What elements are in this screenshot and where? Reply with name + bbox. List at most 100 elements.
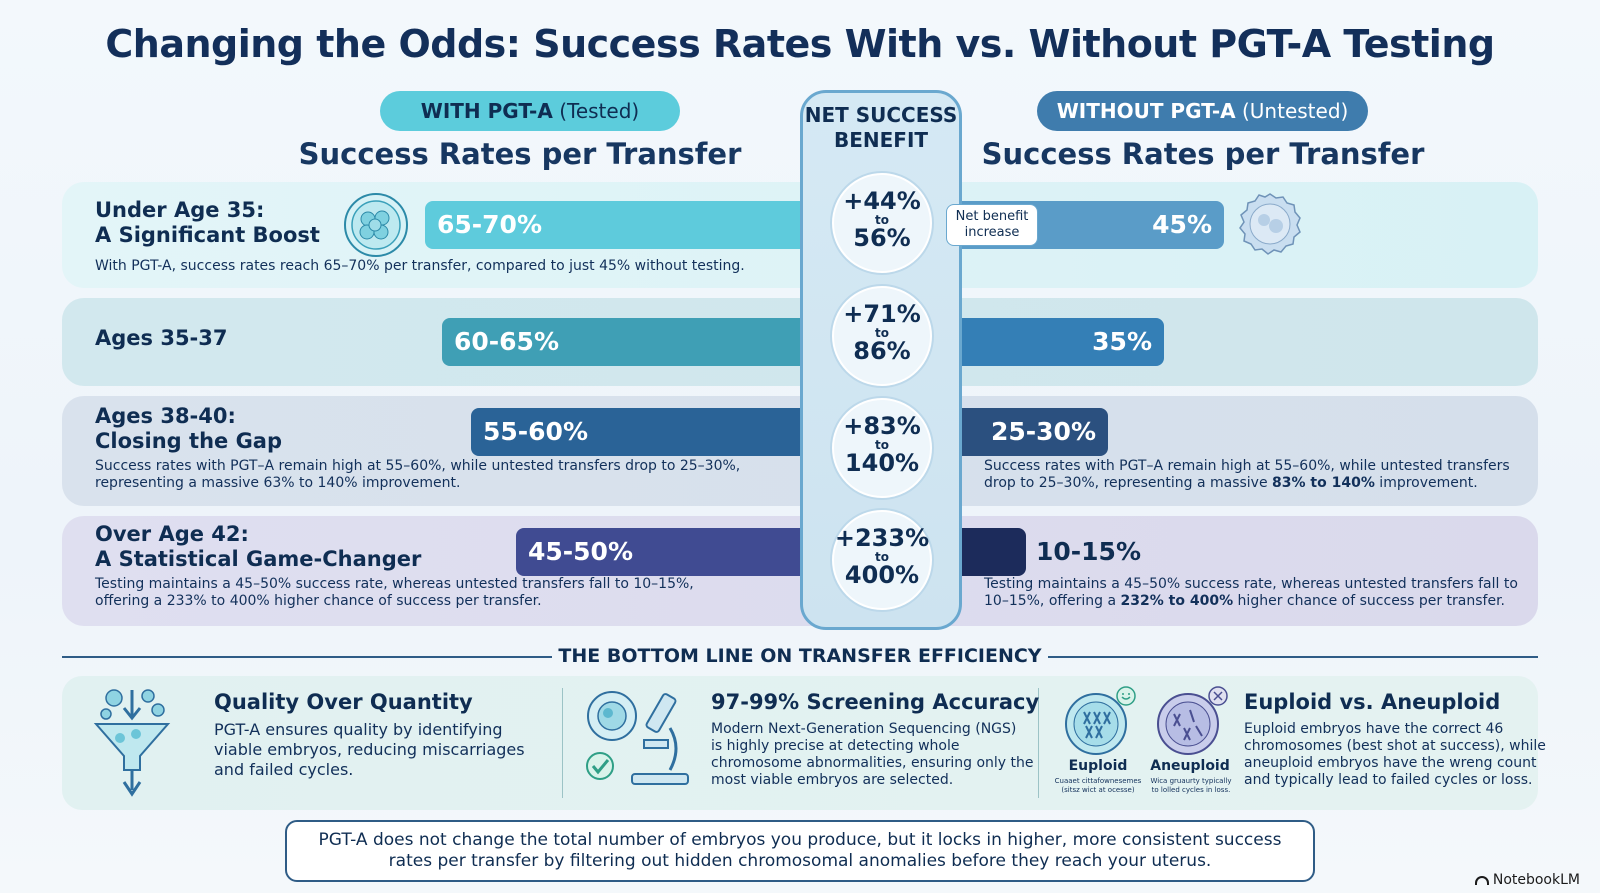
feature-line: and failed cycles.: [214, 760, 354, 779]
row-title: Ages 35-37: [95, 326, 228, 350]
bar-value: 55-60%: [483, 417, 589, 446]
feature-line: viable embryos, reducing miscarriages: [214, 740, 525, 759]
divider-left: [62, 656, 552, 658]
bar-with-row4: 45-50%: [516, 528, 805, 576]
benefit-high: 400%: [844, 561, 920, 589]
benefit-circle-row4: +233% to 400%: [832, 510, 932, 610]
feature-line: Euploid embryos have the correct 46: [1244, 721, 1504, 737]
with-pill-bold: WITH PGT-A: [420, 99, 553, 123]
page-title: Changing the Odds: Success Rates With vs…: [105, 22, 1495, 66]
notebooklm-icon: [1474, 875, 1489, 885]
feature-separator: [562, 688, 563, 798]
row-title: Under Age 35: A Significant Boost: [95, 198, 320, 248]
feature-title: 97-99% Screening Accuracy: [711, 690, 1040, 714]
bar-with-row3: 55-60%: [471, 408, 805, 456]
desc-pre: drop to 25–30%, representing a massive: [984, 475, 1273, 491]
funnel-icon: [93, 689, 171, 797]
caption-line: (sitsz wict at ocesse): [1061, 786, 1135, 794]
without-pill-bold: WITHOUT PGT-A: [1056, 99, 1236, 123]
brand-text: NotebookLM: [1492, 872, 1580, 888]
feature-title: Euploid vs. Aneuploid: [1244, 690, 1501, 714]
row-title-line: Closing the Gap: [95, 429, 283, 453]
bar-without-row4: [960, 528, 1026, 576]
bar-value: 65-70%: [437, 210, 543, 239]
divider-right: [1048, 656, 1538, 658]
caption-line: Cuaaet cittafownesemes: [1054, 777, 1142, 785]
net-benefit-callout: Net benefit increase: [946, 204, 1038, 246]
desc-line: drop to 25–30%, representing a massive 8…: [984, 475, 1510, 492]
caption-line: to lolled cycles in loss.: [1151, 786, 1231, 794]
feature-line: aneuploid embryos have the wreng count: [1244, 755, 1537, 771]
benefit-to: to: [875, 326, 889, 340]
benefit-high: 140%: [844, 449, 920, 477]
row-title-line: Under Age 35:: [95, 198, 265, 222]
row-desc-left: With PGT-A, success rates reach 65–70% p…: [95, 258, 745, 274]
microscope-icon: [586, 691, 689, 785]
desc-line: Success rates with PGT–A remain high at …: [95, 458, 741, 474]
desc-bold: 232% to 400%: [1120, 593, 1234, 609]
brand-label: NotebookLM: [1474, 872, 1580, 888]
row-desc-left: Success rates with PGT–A remain high at …: [95, 458, 740, 492]
feature-line: chromosome abnormalities, ensuring only …: [711, 755, 1034, 771]
feature-text: PGT-A ensures quality by identifying via…: [214, 720, 525, 780]
aneuploid-label: Aneuploid: [1150, 758, 1230, 774]
bar-value-outside: 10-15%: [1036, 537, 1142, 566]
benefit-low: +71%: [843, 300, 921, 328]
feature-text: Modern Next-Generation Sequencing (NGS) …: [711, 721, 1034, 789]
caption-line: Wica gruaurty typically: [1150, 777, 1232, 785]
row-title-line: Ages 38-40:: [95, 404, 236, 428]
bar-with-row1: 65-70%: [425, 201, 805, 249]
row-title-line: A Statistical Game-Changer: [95, 547, 422, 571]
benefit-high: 86%: [853, 337, 911, 365]
aneuploid-cell-icon: [1157, 686, 1228, 755]
bottom-line-heading: THE BOTTOM LINE ON TRANSFER EFFICIENCY: [558, 645, 1042, 667]
feature-separator: [1038, 688, 1039, 798]
bar-value: 45%: [1152, 210, 1212, 239]
benefit-low: +44%: [843, 187, 921, 215]
row-desc-right: Testing maintains a 45–50% success rate,…: [984, 576, 1518, 610]
row-title-line: Over Age 42:: [95, 522, 249, 546]
benefit-low: +83%: [843, 412, 921, 440]
benefit-to: to: [875, 438, 889, 452]
desc-line: Testing maintains a 45–50% success rate,…: [95, 576, 694, 592]
row-desc-right: Success rates with PGT–A remain high at …: [984, 458, 1510, 492]
bar-without-row2: 35%: [960, 318, 1164, 366]
feature-line: and typically lead to failed cycles or l…: [1244, 772, 1533, 788]
features-panel: [62, 676, 1538, 810]
feature-line: PGT-A ensures quality by identifying: [214, 720, 503, 739]
bar-value: 60-65%: [454, 327, 560, 356]
without-pgta-pill: WITHOUT PGT-A (Untested): [1037, 91, 1368, 131]
benefit-high: 56%: [853, 224, 911, 252]
summary-note: PGT-A does not change the total number o…: [285, 820, 1315, 882]
note-line: rates per transfer by filtering out hidd…: [388, 851, 1212, 871]
net-heading-line: BENEFIT: [833, 128, 929, 152]
untested-embryo-icon: [1239, 193, 1301, 255]
with-pgta-pill: WITH PGT-A (Tested): [380, 91, 680, 131]
row-title: Over Age 42: A Statistical Game-Changer: [95, 522, 421, 572]
desc-post: higher chance of success per transfer.: [1233, 593, 1506, 609]
feature-line: is highly precise at detecting whole: [711, 738, 960, 754]
aneuploid-caption: Wica gruaurty typically to lolled cycles…: [1144, 777, 1238, 795]
bar-without-row3: 25-30%: [960, 408, 1108, 456]
desc-line: 10–15%, offering a 232% to 400% higher c…: [984, 593, 1518, 610]
euploid-caption: Cuaaet cittafownesemes (sitsz wict at oc…: [1048, 777, 1148, 795]
healthy-embryo-icon: [344, 193, 408, 257]
bar-value: 45-50%: [528, 537, 634, 566]
benefit-circle-row1: +44% to 56%: [832, 173, 932, 273]
feature-line: chromosomes (best shot at success), whil…: [1244, 738, 1546, 754]
euploid-label: Euploid: [1068, 758, 1128, 774]
euploid-cell-icon: [1065, 686, 1136, 755]
desc-bold: 83% to 140%: [1272, 475, 1375, 491]
desc-line: Success rates with PGT–A remain high at …: [984, 458, 1510, 474]
net-benefit-heading: NET SUCCESS BENEFIT: [800, 103, 962, 153]
without-subtitle: Success Rates per Transfer: [981, 137, 1425, 171]
bar-with-row2: 60-65%: [442, 318, 805, 366]
benefit-to: to: [875, 550, 889, 564]
callout-line: Net benefit: [955, 209, 1029, 224]
bar-value: 25-30%: [990, 417, 1096, 446]
desc-pre: 10–15%, offering a: [984, 593, 1121, 609]
with-pill-light: (Tested): [559, 99, 640, 123]
benefit-low: +233%: [834, 524, 930, 552]
note-line: PGT-A does not change the total number o…: [318, 830, 1282, 850]
without-pill-light: (Untested): [1241, 99, 1349, 123]
